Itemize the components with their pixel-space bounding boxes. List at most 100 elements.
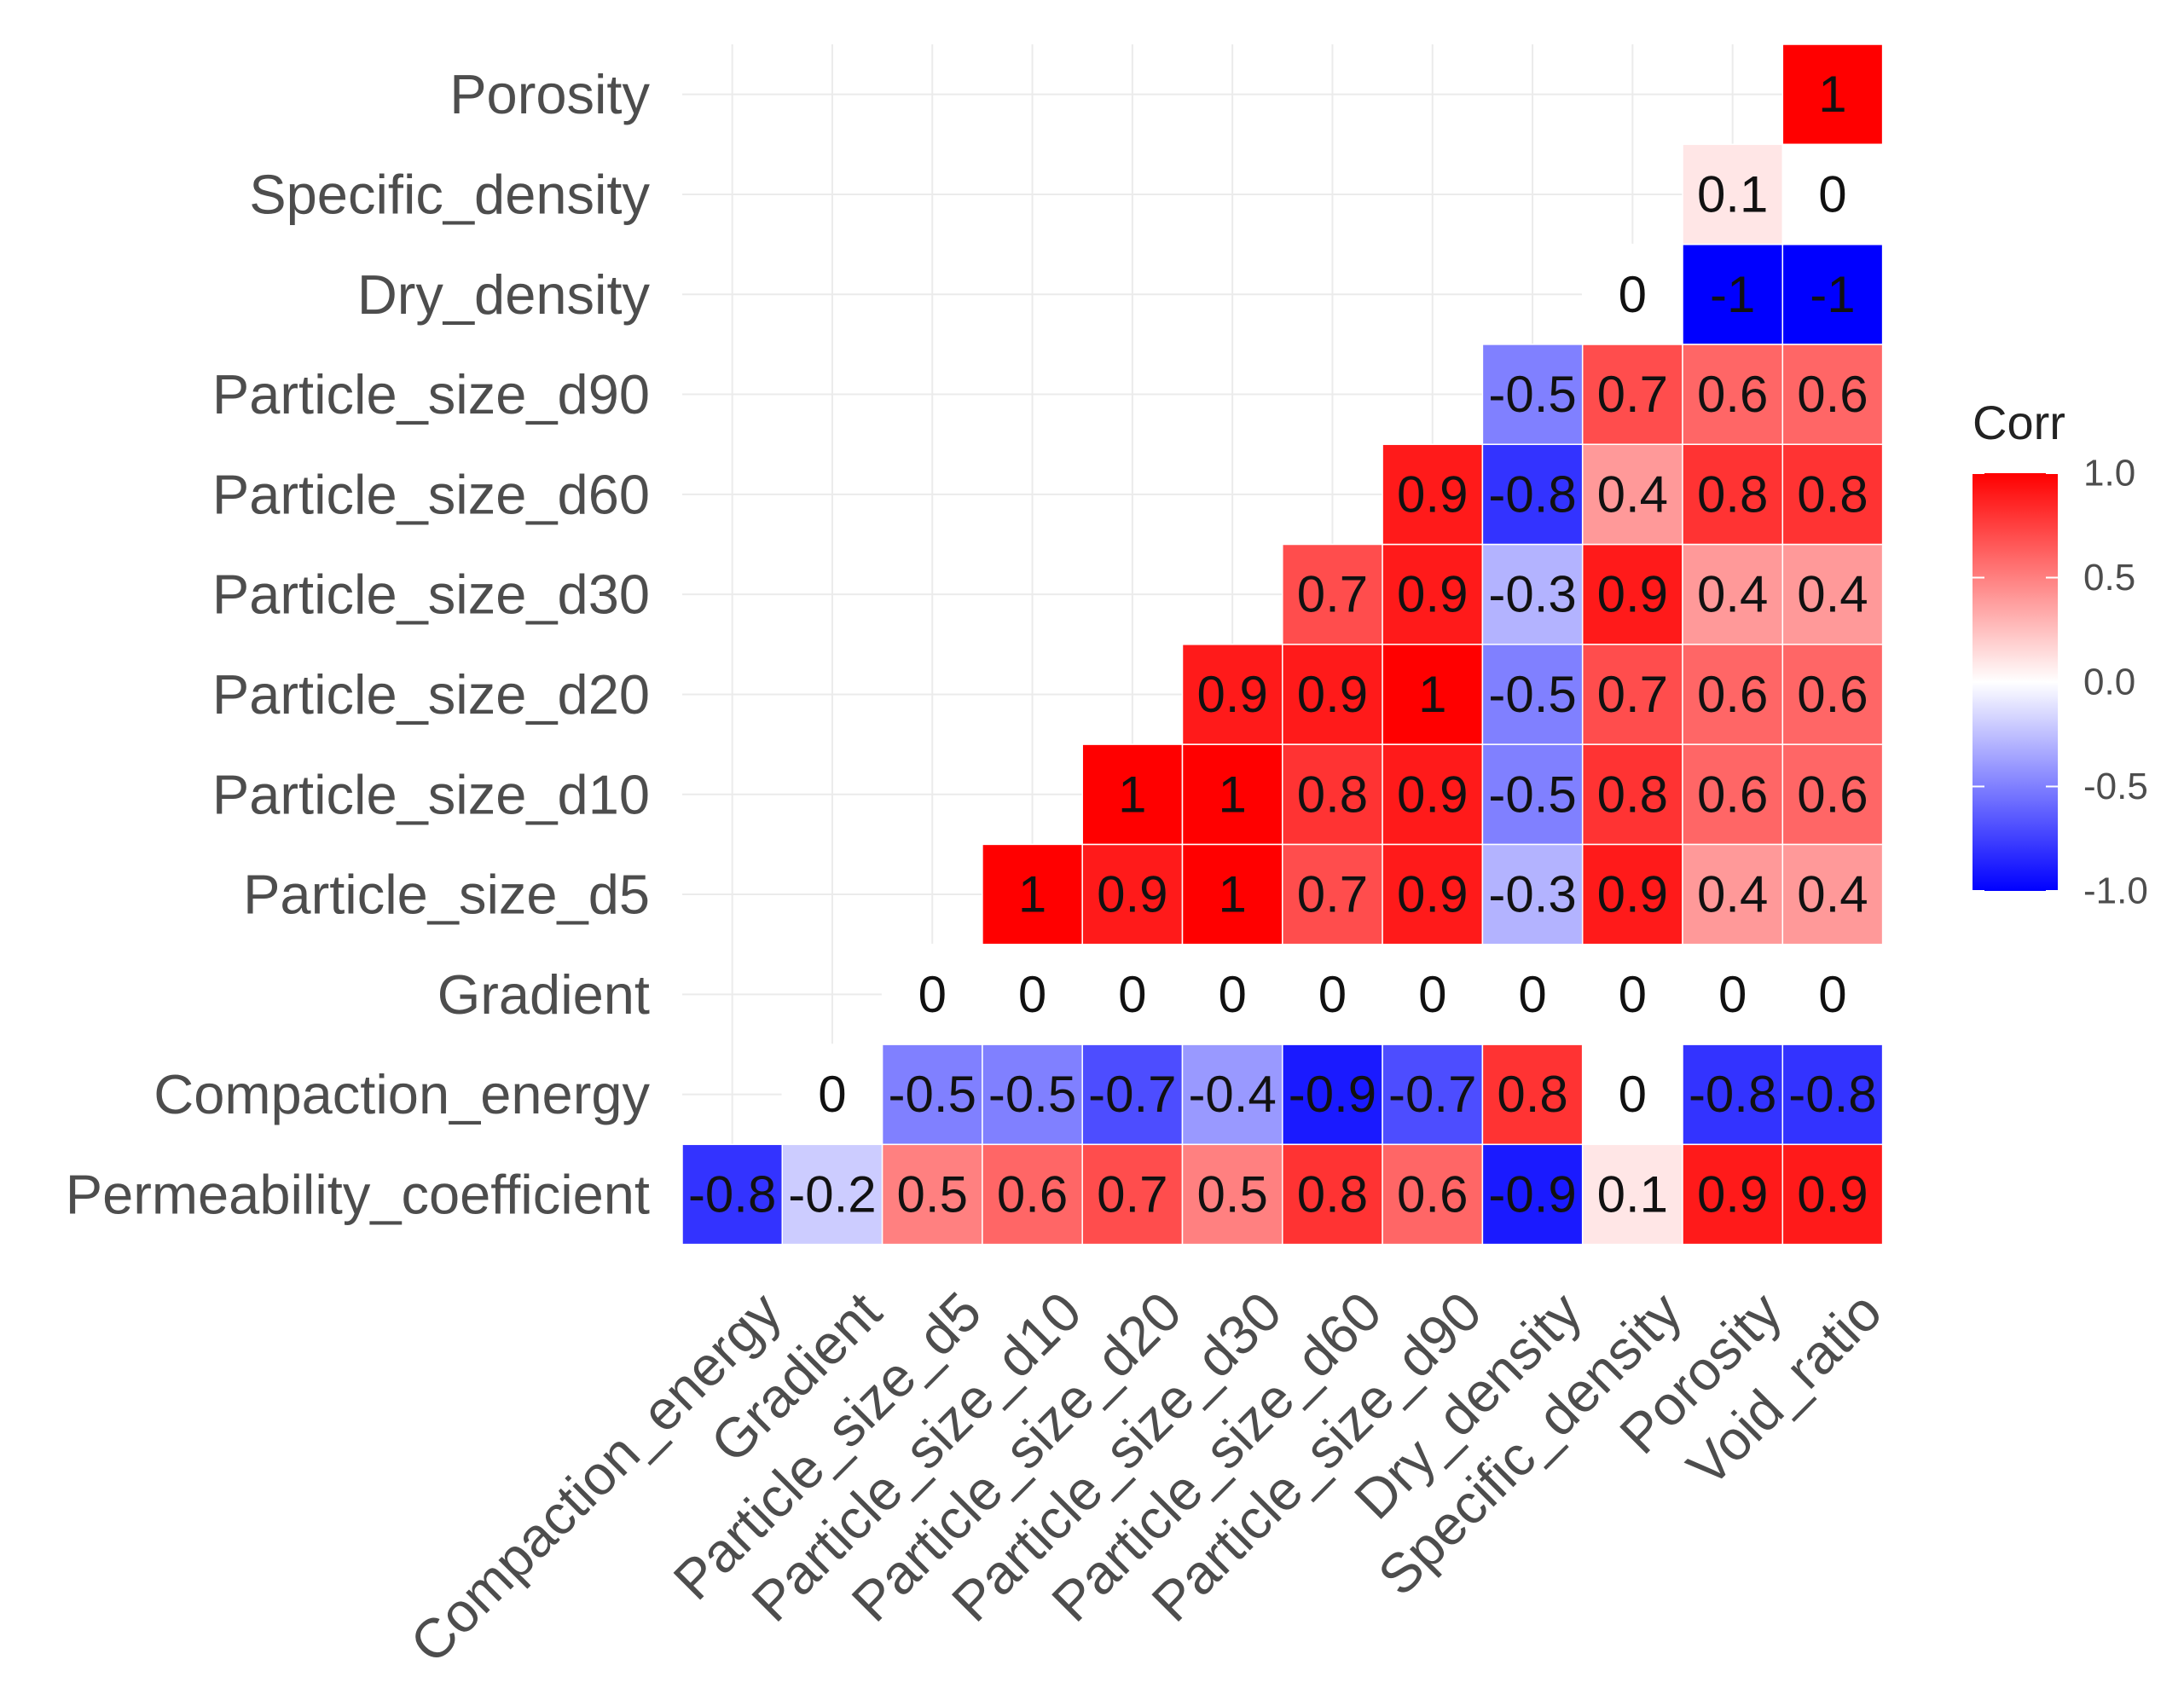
cell-value-label: 0 bbox=[1118, 966, 1146, 1023]
y-tick-label: Porosity bbox=[449, 63, 650, 125]
cell-value-label: -0.2 bbox=[788, 1165, 876, 1223]
cell-value-label: -1 bbox=[1710, 266, 1755, 323]
cell-value-label: 0.1 bbox=[1697, 165, 1768, 223]
cell-value-label: 0.8 bbox=[1297, 766, 1368, 823]
legend-tick-label: 0.0 bbox=[2083, 662, 2135, 703]
y-tick-label: Specific_density bbox=[249, 163, 650, 225]
cell-value-label: -0.5 bbox=[1488, 666, 1576, 723]
legend-tick-label: -0.5 bbox=[2083, 766, 2148, 807]
cell-value-label: 0.9 bbox=[1097, 866, 1167, 923]
heatmap-cell bbox=[1781, 943, 1884, 1045]
cell-value-label: 0 bbox=[1318, 966, 1347, 1023]
y-tick-label: Particle_size_d30 bbox=[212, 564, 650, 626]
heatmap-cell bbox=[1382, 743, 1484, 846]
heatmap-cell bbox=[1081, 943, 1184, 1045]
cell-value-label: -0.5 bbox=[988, 1066, 1076, 1123]
heatmap-cell bbox=[1581, 843, 1683, 945]
cell-value-label: 0.6 bbox=[1797, 766, 1868, 823]
heatmap-cell bbox=[1581, 344, 1683, 445]
cell-value-label: 0.6 bbox=[997, 1165, 1068, 1223]
heatmap-cell bbox=[781, 1044, 883, 1146]
cell-value-label: 0.6 bbox=[1397, 1165, 1468, 1223]
heatmap-cell bbox=[1282, 1143, 1383, 1246]
cell-value-label: 0.4 bbox=[1697, 866, 1768, 923]
heatmap-cell bbox=[1682, 344, 1784, 445]
legend-colorbar bbox=[1973, 473, 2058, 891]
cell-value-label: 0.4 bbox=[1597, 465, 1668, 523]
heatmap-cell bbox=[1382, 943, 1484, 1045]
heatmap-cell bbox=[982, 1044, 1083, 1146]
heatmap-cell bbox=[1781, 243, 1884, 345]
heatmap-cell bbox=[1382, 543, 1484, 645]
cell-value-label: 0.9 bbox=[1697, 1165, 1768, 1223]
cell-value-label: 0.7 bbox=[1597, 666, 1668, 723]
heatmap-cell bbox=[1081, 1044, 1184, 1146]
heatmap-cell bbox=[1081, 743, 1184, 846]
cell-value-label: 0.9 bbox=[1397, 766, 1468, 823]
cell-value-label: 0 bbox=[918, 966, 947, 1023]
heatmap-cell bbox=[1781, 143, 1884, 246]
heatmap-cell bbox=[1682, 1044, 1784, 1146]
cell-value-label: 0.9 bbox=[1597, 566, 1668, 623]
cell-value-label: 0.8 bbox=[1597, 766, 1668, 823]
heatmap-cell bbox=[1282, 543, 1383, 645]
y-tick-label: Permeability_coefficient bbox=[66, 1163, 650, 1225]
heatmap-cell bbox=[1382, 1143, 1484, 1246]
cell-value-label: 0.4 bbox=[1797, 566, 1868, 623]
heatmap-cell bbox=[1481, 1143, 1584, 1246]
heatmap-cell bbox=[1581, 243, 1683, 345]
heatmap-cell bbox=[1181, 943, 1283, 1045]
cell-value-label: 0 bbox=[1418, 966, 1446, 1023]
heatmap-cell bbox=[1481, 943, 1584, 1045]
cell-value-label: 0.4 bbox=[1697, 566, 1768, 623]
x-tick-label: Compaction_energy bbox=[398, 1280, 793, 1674]
heatmap-cell bbox=[1682, 443, 1784, 546]
cell-value-label: 0.6 bbox=[1797, 366, 1868, 423]
heatmap-cell bbox=[1781, 1143, 1884, 1246]
heatmap-cell bbox=[1181, 644, 1283, 745]
heatmap-cell bbox=[681, 1143, 784, 1246]
color-legend: Corr 1.0 0.5 0.0 -0.5 -1.0 bbox=[1973, 396, 2148, 912]
cell-value-label: -0.8 bbox=[1488, 465, 1576, 523]
cell-value-label: 0.7 bbox=[1097, 1165, 1167, 1223]
heatmap-cell bbox=[1181, 1143, 1283, 1246]
cell-value-label: 0 bbox=[1818, 165, 1846, 223]
cell-value-label: 0.6 bbox=[1697, 366, 1768, 423]
cell-value-label: -0.5 bbox=[889, 1066, 976, 1123]
heatmap-cell bbox=[1481, 543, 1584, 645]
heatmap-cell bbox=[1581, 743, 1683, 846]
cell-value-label: 0.9 bbox=[1397, 866, 1468, 923]
cell-value-label: 1 bbox=[1218, 866, 1246, 923]
heatmap-cell bbox=[1781, 843, 1884, 945]
y-axis-labels: Permeability_coefficient Compaction_energ… bbox=[66, 63, 651, 1225]
legend-ticks: 1.0 0.5 0.0 -0.5 -1.0 bbox=[1973, 453, 2148, 912]
cell-value-label: 0.6 bbox=[1697, 666, 1768, 723]
y-tick-label: Dry_density bbox=[357, 263, 651, 326]
cell-value-label: 1 bbox=[1218, 766, 1246, 823]
cell-value-label: 0.8 bbox=[1497, 1066, 1567, 1123]
heatmap-cell bbox=[1682, 644, 1784, 745]
heatmap-cell bbox=[1682, 543, 1784, 645]
heatmap-cell bbox=[1781, 743, 1884, 846]
cell-value-label: 0.6 bbox=[1697, 766, 1768, 823]
cell-value-label: -1 bbox=[1810, 266, 1855, 323]
heatmap-cell bbox=[1682, 843, 1784, 945]
cell-value-label: -0.8 bbox=[1689, 1066, 1776, 1123]
cell-value-label: 0 bbox=[1518, 966, 1546, 1023]
heatmap-cell bbox=[1382, 1044, 1484, 1146]
heatmap-cell bbox=[1682, 943, 1784, 1045]
cell-value-label: 0.9 bbox=[1196, 666, 1267, 723]
cell-value-label: 0.9 bbox=[1397, 566, 1468, 623]
heatmap-cell bbox=[1781, 543, 1884, 645]
heatmap-cell bbox=[1481, 843, 1584, 945]
heatmap-cell bbox=[1581, 1143, 1683, 1246]
heatmap-cell bbox=[1282, 1044, 1383, 1146]
cell-value-label: 1 bbox=[1418, 666, 1446, 723]
cell-value-label: -0.7 bbox=[1388, 1066, 1476, 1123]
cell-value-label: 0.8 bbox=[1697, 465, 1768, 523]
heatmap-cell bbox=[1382, 843, 1484, 945]
heatmap-cell bbox=[1382, 443, 1484, 546]
cell-value-label: 0 bbox=[1218, 966, 1246, 1023]
cell-value-label: 0.9 bbox=[1397, 465, 1468, 523]
cell-value-label: 0.7 bbox=[1297, 566, 1368, 623]
